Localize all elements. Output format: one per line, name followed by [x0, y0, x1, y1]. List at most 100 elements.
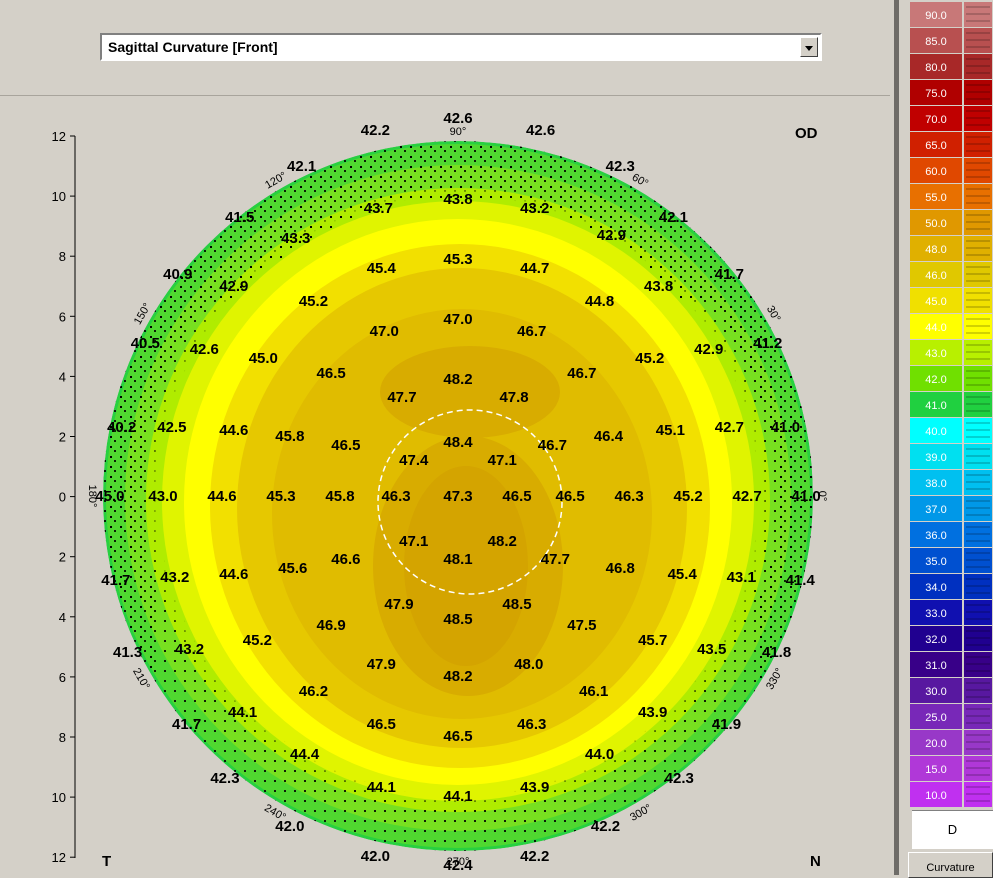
pupil-circle [377, 409, 563, 595]
scale-swatch [910, 314, 962, 339]
scale-value: 80.0 [925, 62, 946, 74]
scale-value: 48.0 [925, 244, 946, 256]
map-value: 44.6 [207, 488, 236, 505]
map-value: 46.8 [606, 560, 635, 577]
scale-value: 20.0 [925, 738, 946, 750]
map-value: 47.7 [387, 389, 416, 406]
map-value: 46.7 [517, 323, 546, 340]
map-value: 45.2 [243, 632, 272, 649]
y-axis-label: 10 [52, 189, 66, 204]
map-value: 42.2 [361, 122, 390, 139]
map-value: 47.3 [443, 488, 472, 505]
map-value: 42.3 [606, 158, 635, 175]
scale-swatch [910, 366, 962, 391]
map-value: 48.5 [502, 596, 531, 613]
map-value: 46.7 [538, 437, 567, 454]
scale-bar [964, 756, 992, 781]
map-value: 48.2 [443, 371, 472, 388]
curvature-map-area[interactable]: 12 10 8 6 4 2 0 2 4 6 8 10 12 90° 60° 30° 0° 330° 300° 270… [0, 96, 890, 875]
dropdown-arrow-icon[interactable] [800, 37, 818, 57]
scale-bar [964, 730, 992, 755]
scale-swatch [910, 28, 962, 53]
map-value: 48.2 [488, 533, 517, 550]
map-value: 47.8 [499, 389, 528, 406]
map-value: 47.9 [384, 596, 413, 613]
panel-splitter[interactable] [890, 0, 904, 875]
map-value: 45.2 [635, 350, 664, 367]
scale-bar [964, 366, 992, 391]
map-value: 47.1 [488, 452, 517, 469]
scale-swatch [910, 496, 962, 521]
map-value: 46.5 [502, 488, 531, 505]
map-value: 45.1 [656, 422, 685, 439]
scale-swatch [910, 210, 962, 235]
y-axis-label: 8 [59, 249, 66, 264]
map-value: 41.8 [762, 644, 791, 661]
map-value: 44.0 [585, 746, 614, 763]
eye-label: OD [795, 125, 818, 142]
scale-value: 38.0 [925, 478, 946, 490]
map-value: 47.0 [443, 311, 472, 328]
scale-bar [964, 522, 992, 547]
map-value: 42.2 [520, 848, 549, 865]
scale-bar [964, 236, 992, 261]
map-value: 46.5 [555, 488, 584, 505]
map-value: 42.1 [287, 158, 316, 175]
scale-bar [964, 80, 992, 105]
map-value: 43.8 [443, 191, 472, 208]
scale-bar [964, 496, 992, 521]
scale-bar [964, 626, 992, 651]
scale-value: 44.0 [925, 322, 946, 334]
map-value: 41.4 [786, 572, 816, 589]
scale-value: 32.0 [925, 634, 946, 646]
map-value: 40.5 [131, 335, 160, 352]
scale-swatch [910, 2, 962, 27]
y-axis-label: 12 [52, 850, 66, 865]
map-value: 41.7 [101, 572, 130, 589]
scale-swatch [910, 522, 962, 547]
scale-bar [964, 106, 992, 131]
scale-value: 43.0 [925, 348, 946, 360]
map-value: 42.9 [694, 341, 723, 358]
y-axis-label: 6 [59, 670, 66, 685]
map-value: 46.3 [614, 488, 643, 505]
color-scale-panel: 90.0 85.0 80.0 75.0 70.0 65.0 60.0 55.0 50.0 48.0… [904, 0, 993, 878]
map-value: 44.4 [290, 746, 320, 763]
scale-swatch [910, 548, 962, 573]
map-value: 44.6 [219, 422, 248, 439]
map-value: 45.3 [266, 488, 295, 505]
y-axis-label: 10 [52, 790, 66, 805]
map-value: 45.2 [673, 488, 702, 505]
map-values: 42.6 42.2 42.6 42.1 42.3 43.7 43.8 43.2 41.5 42.1… [95, 110, 820, 874]
scale-value: 39.0 [925, 452, 946, 464]
scale-bar [964, 418, 992, 443]
curvature-button[interactable]: Curvature [908, 852, 993, 878]
map-value: 48.2 [443, 668, 472, 685]
scale-bar [964, 158, 992, 183]
y-axis-label: 2 [59, 430, 66, 445]
map-value: 46.2 [299, 683, 328, 700]
scale-swatch [910, 626, 962, 651]
map-value: 46.7 [567, 365, 596, 382]
map-value: 45.6 [278, 560, 307, 577]
map-value: 42.3 [210, 770, 239, 787]
map-value: 42.4 [443, 857, 473, 874]
map-value: 46.5 [367, 716, 396, 733]
map-value: 41.7 [715, 266, 744, 283]
scale-bar [964, 340, 992, 365]
map-type-dropdown[interactable]: Sagittal Curvature [Front] [100, 33, 822, 61]
scale-value: 70.0 [925, 114, 946, 126]
scale-bar [964, 600, 992, 625]
scale-swatch [910, 54, 962, 79]
scale-value: 60.0 [925, 166, 946, 178]
y-axis-label: 12 [52, 129, 66, 144]
map-value: 46.4 [594, 428, 624, 445]
temporal-label: T [102, 853, 111, 870]
map-value: 45.4 [668, 566, 698, 583]
map-value: 48.0 [514, 656, 543, 673]
scale-value: 45.0 [925, 296, 946, 308]
map-value: 46.5 [317, 365, 346, 382]
map-value: 42.5 [157, 419, 186, 436]
scale-value: 35.0 [925, 556, 946, 568]
